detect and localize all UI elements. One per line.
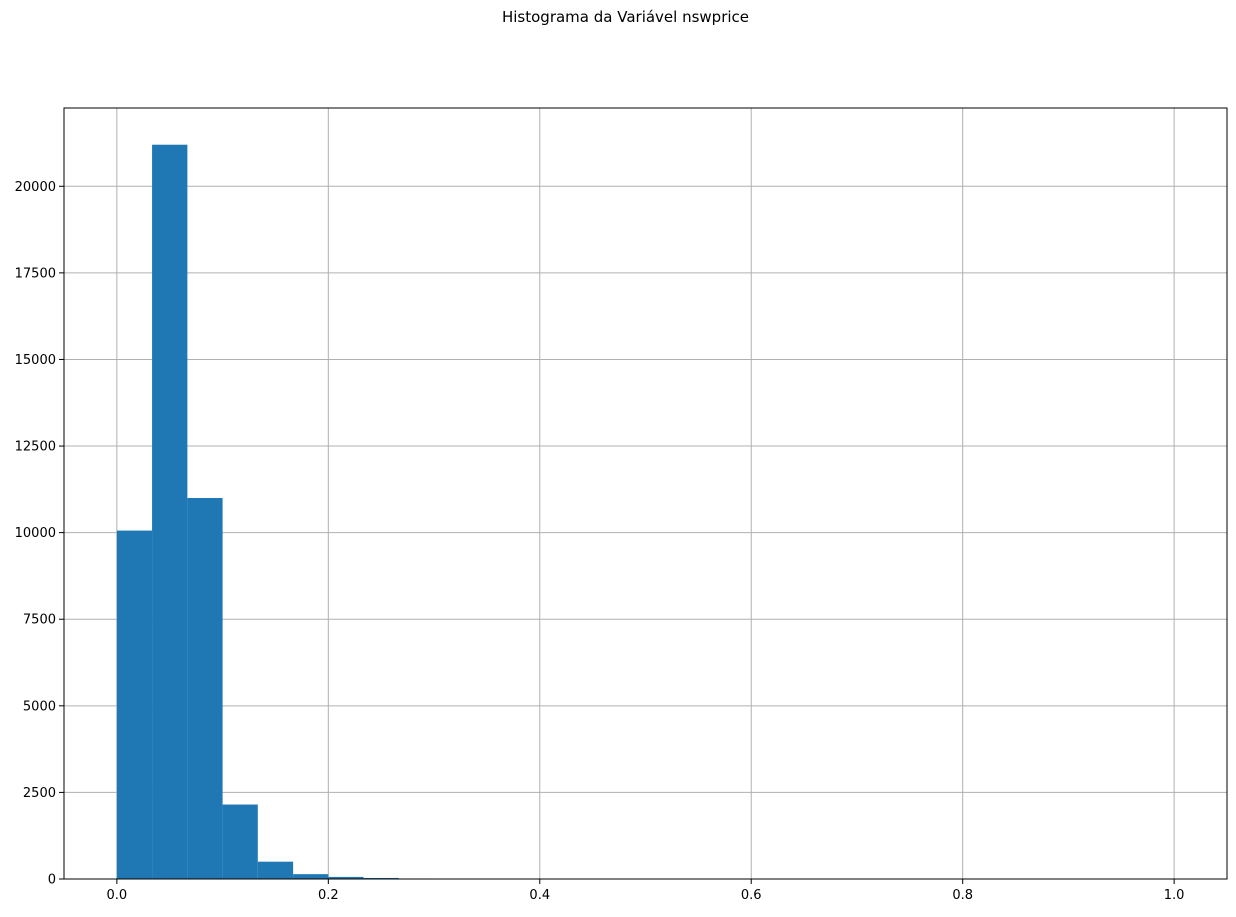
histogram-bar xyxy=(117,531,152,879)
histogram-bar xyxy=(187,498,222,879)
x-tick-label: 0.0 xyxy=(107,888,128,903)
chart-title: Histograma da Variável nswprice xyxy=(0,8,1236,26)
histogram-bar xyxy=(223,805,258,879)
y-tick-label: 5000 xyxy=(23,699,56,714)
bar-layer xyxy=(117,145,1174,879)
y-tick-label: 2500 xyxy=(23,786,56,801)
x-tick-label: 0.6 xyxy=(741,888,762,903)
x-axis: 0.0 0.2 0.4 0.6 0.8 1.0 xyxy=(107,879,1185,903)
y-tick-label: 7500 xyxy=(23,613,56,628)
x-tick-label: 1.0 xyxy=(1164,888,1185,903)
histogram-bar xyxy=(152,145,187,879)
x-tick-label: 0.4 xyxy=(529,888,550,903)
y-tick-label: 17500 xyxy=(15,266,56,281)
y-tick-label: 10000 xyxy=(15,526,56,541)
grid-layer xyxy=(64,108,1227,879)
y-tick-label: 12500 xyxy=(15,440,56,455)
y-tick-label: 20000 xyxy=(15,180,56,195)
y-tick-label: 0 xyxy=(48,873,56,888)
x-tick-label: 0.2 xyxy=(318,888,339,903)
histogram-bar xyxy=(293,874,328,879)
plot-frame xyxy=(64,108,1227,879)
x-tick-label: 0.8 xyxy=(952,888,973,903)
histogram-bar xyxy=(258,862,293,879)
y-tick-label: 15000 xyxy=(15,353,56,368)
y-axis: 0 2500 5000 7500 10000 12500 15000 17500 20000 xyxy=(15,180,64,888)
